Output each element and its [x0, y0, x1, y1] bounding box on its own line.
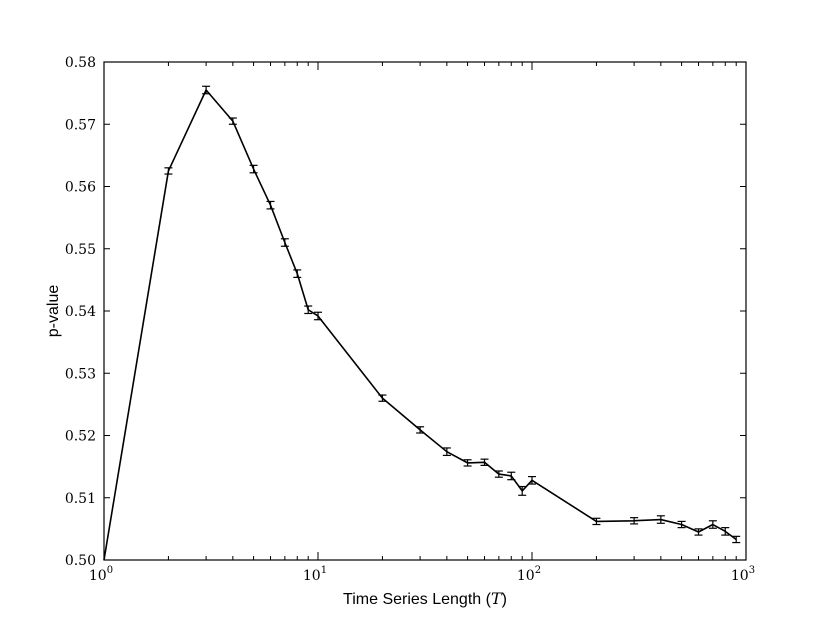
error-bar: [293, 269, 302, 278]
y-tick-label: 0.50: [65, 553, 96, 569]
error-bar: [164, 167, 173, 175]
plot-frame: [103, 61, 747, 561]
x-tick-base: 10: [303, 568, 321, 584]
x-tick-exponent: 1: [321, 565, 327, 576]
error-bar: [518, 485, 527, 496]
x-axis-label: Time Series Length (T): [343, 589, 507, 608]
error-bar: [507, 471, 516, 481]
error-bar: [266, 200, 275, 210]
data-series: [103, 85, 741, 561]
error-bar: [694, 528, 703, 536]
x-tick-exponent: 2: [535, 565, 541, 576]
error-bar: [249, 164, 258, 174]
error-bar: [442, 447, 451, 457]
y-tick-label: 0.53: [65, 366, 96, 382]
error-bar: [528, 475, 536, 485]
error-bar: [378, 394, 387, 402]
error-bar: [314, 311, 322, 321]
error-bar: [480, 458, 489, 466]
x-tick-label: 102: [517, 565, 541, 584]
y-tick-label: 0.52: [65, 429, 96, 445]
x-tick-exponent: 3: [749, 565, 755, 576]
error-bar: [721, 527, 730, 536]
y-axis-label: p-value: [45, 285, 62, 338]
error-bar: [202, 85, 211, 95]
error-bar: [280, 238, 289, 247]
error-bar: [494, 470, 503, 478]
y-tick-label: 0.51: [65, 491, 96, 507]
error-bar: [732, 535, 741, 544]
x-tick-base: 10: [731, 568, 749, 584]
x-tick-label: 101: [303, 565, 327, 584]
x-tick-base: 10: [517, 568, 535, 584]
error-bar: [463, 459, 472, 467]
error-bar: [592, 517, 601, 526]
error-bar: [656, 515, 665, 524]
plot-area: [104, 62, 746, 560]
error-bar: [677, 520, 686, 529]
error-bar: [228, 117, 237, 125]
x-axis-minor-ticks: [167, 62, 737, 560]
x-tick-base: 10: [89, 568, 107, 584]
error-bar: [416, 426, 425, 434]
x-tick-label: 100: [89, 565, 113, 584]
x-tick-label: 103: [731, 565, 755, 584]
y-tick-label: 0.57: [65, 117, 96, 133]
y-tick-label: 0.54: [65, 304, 96, 320]
error-bar: [304, 305, 313, 315]
error-bar: [630, 517, 639, 525]
y-tick-label: 0.58: [65, 55, 96, 71]
y-tick-label: 0.56: [65, 180, 96, 196]
y-tick-label: 0.55: [65, 242, 96, 258]
error-bar: [708, 520, 717, 529]
y-axis-ticks: 0.50 0.51 0.52 0.53 0.54 0.55 0.56 0.57 0.58: [65, 55, 746, 569]
x-tick-exponent: 0: [107, 565, 113, 576]
